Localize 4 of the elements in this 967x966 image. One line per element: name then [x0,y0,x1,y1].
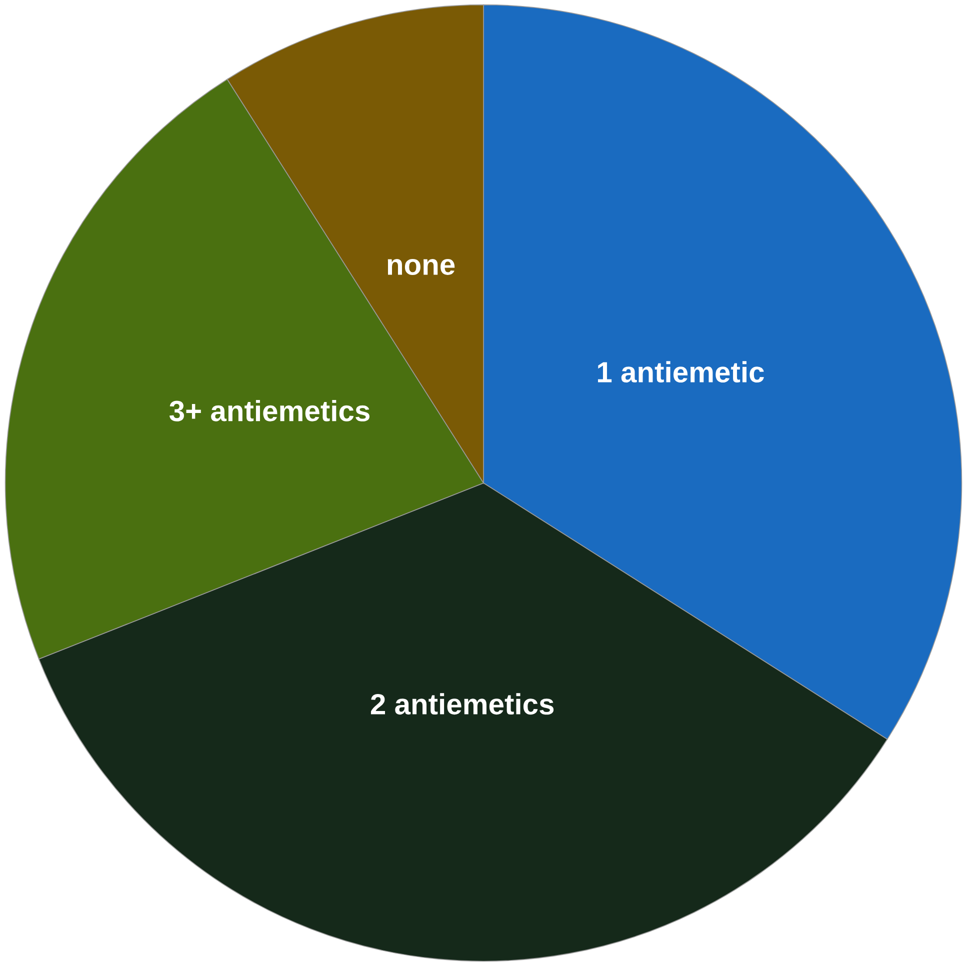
slice-label: 2 antiemetics [370,693,554,715]
slice-label: 3+ antiemetics [169,400,370,422]
slice-label: none [388,258,455,275]
slice-label: 1 antiemetic [598,361,764,383]
